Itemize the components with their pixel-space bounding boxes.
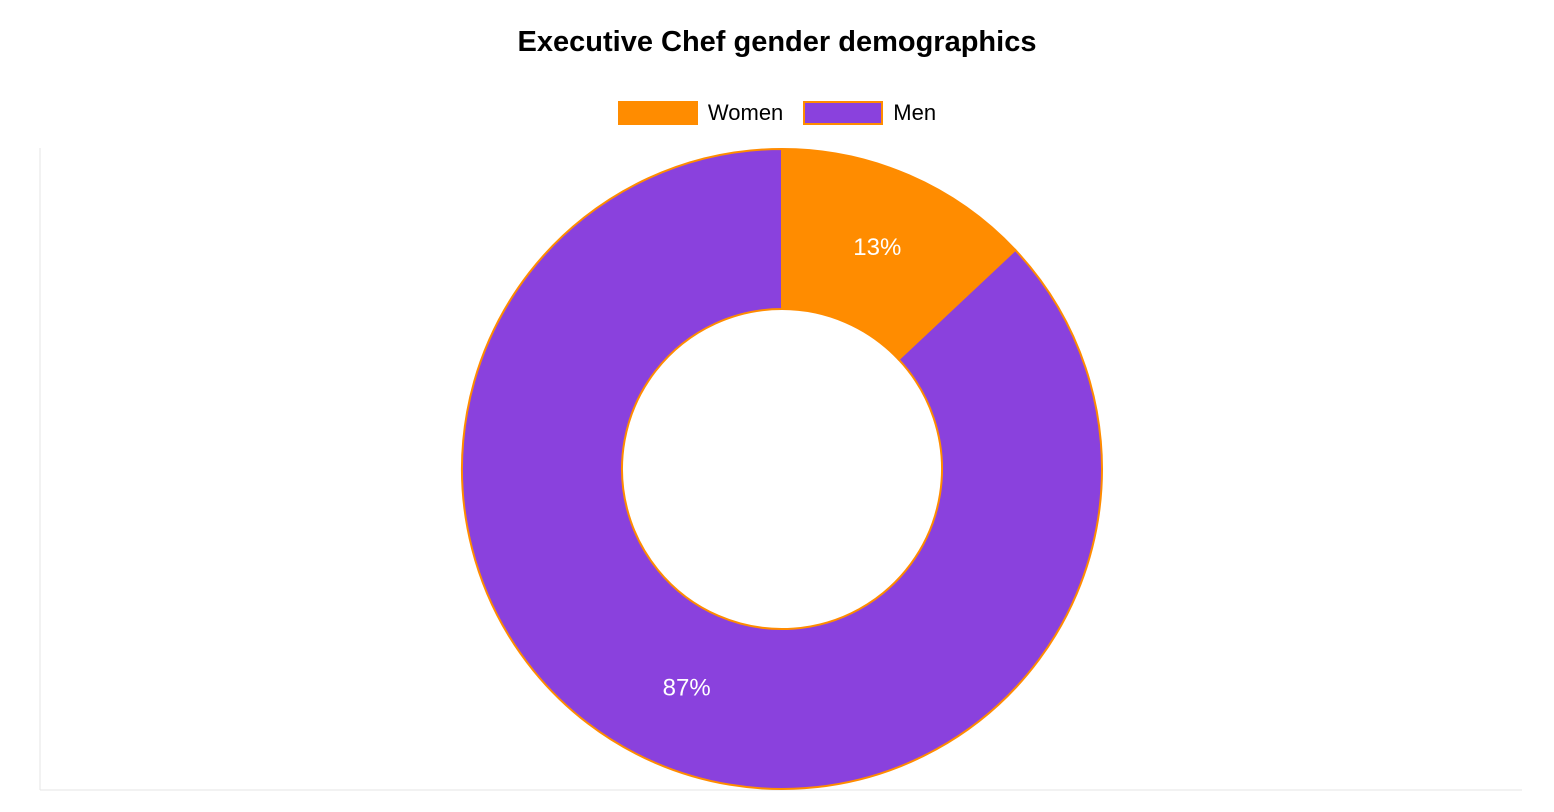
legend-swatch-men (803, 101, 884, 125)
donut-slice-women[interactable] (781, 147, 1017, 361)
legend-swatch-women (617, 101, 698, 125)
legend-label-men: Men (893, 100, 937, 125)
chart-title: Executive Chef gender demographics (517, 26, 1037, 58)
data-label-women: 13% (853, 234, 901, 261)
legend: Women Men (0, 100, 1554, 126)
data-label-men: 87% (663, 675, 711, 702)
legend-label-women: Women (707, 100, 784, 125)
donut-slice-men[interactable] (461, 147, 1103, 790)
donut-slices (461, 147, 1103, 790)
legend-item-women[interactable]: Women (617, 100, 784, 126)
donut-slice-labels: 13% 87% (663, 234, 902, 702)
legend-item-men[interactable]: Men (803, 100, 936, 126)
